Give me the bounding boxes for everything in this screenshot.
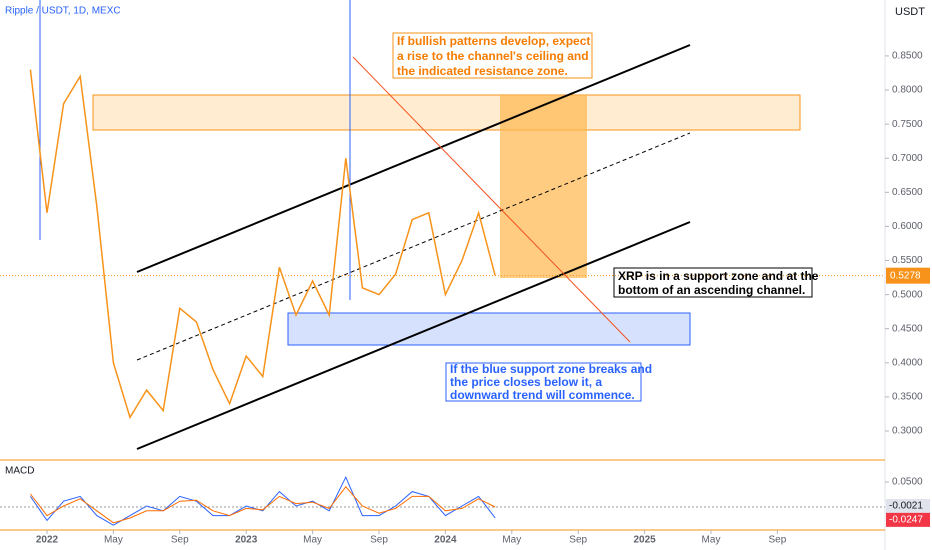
annotation-text: If bullish patterns develop, expect xyxy=(397,34,590,48)
macd-title: MACD xyxy=(5,466,34,477)
x-tick-label: May xyxy=(702,535,721,546)
annotation-box xyxy=(445,362,642,402)
y-tick-label: 0.3500 xyxy=(892,392,923,403)
x-tick-label: May xyxy=(104,535,123,546)
y-tick-label: 0.8000 xyxy=(892,85,923,96)
annotation-text: the indicated resistance zone. xyxy=(397,64,568,78)
annotation-text: the price closes below it, a xyxy=(450,375,602,389)
chart-title: Ripple / USDT, 1D, MEXC xyxy=(5,6,121,17)
y-tick-label: 0.7000 xyxy=(892,153,923,164)
x-tick-label: Sep xyxy=(569,535,587,546)
value-tag-label: -0.0247 xyxy=(889,514,923,525)
y-tick-label: 0.5500 xyxy=(892,255,923,266)
annotation-box xyxy=(392,32,593,79)
x-tick-label: May xyxy=(502,535,521,546)
x-tick-label: 2024 xyxy=(434,535,457,546)
resistance-zone xyxy=(92,94,801,131)
channel-mid xyxy=(136,132,691,361)
value-tag xyxy=(886,512,930,527)
x-tick-label: Sep xyxy=(370,535,388,546)
y-tick-label: 0.6500 xyxy=(892,187,923,198)
y-tick-label: 0.5000 xyxy=(892,289,923,300)
y-tick-label: 0.3000 xyxy=(892,426,923,437)
x-tick-label: Sep xyxy=(769,535,787,546)
annotation-text: XRP is in a support zone and at the xyxy=(618,269,819,283)
y-tick-label: 0.0500 xyxy=(892,477,923,488)
channel-bottom xyxy=(136,221,691,450)
last-price-tag xyxy=(886,267,930,284)
y-tick-label: 0.4000 xyxy=(892,357,923,368)
trend-line xyxy=(352,56,631,343)
annotation-text: bottom of an ascending channel. xyxy=(618,283,805,297)
price-line xyxy=(29,69,496,420)
value-tag xyxy=(886,499,930,514)
unit-label: USDT xyxy=(895,6,925,18)
last-price-label: 0.5278 xyxy=(890,270,921,281)
support-zone xyxy=(287,312,691,346)
x-tick-label: 2023 xyxy=(235,535,258,546)
channel-top xyxy=(136,44,691,273)
annotation-text: If the blue support zone breaks and xyxy=(450,362,652,376)
x-tick-label: Sep xyxy=(171,535,189,546)
annotation-box xyxy=(613,267,813,298)
y-tick-label: 0.7500 xyxy=(892,119,923,130)
y-tick-label: 0.8500 xyxy=(892,51,923,62)
price-line xyxy=(30,486,496,524)
value-tag-label: -0.0021 xyxy=(889,501,923,512)
y-tick-label: 0.4500 xyxy=(892,323,923,334)
annotation-text: a rise to the channel's ceiling and xyxy=(397,49,589,63)
annotation-text: downward trend will commence. xyxy=(450,388,635,402)
target-zone xyxy=(500,95,587,278)
x-tick-label: 2025 xyxy=(633,535,656,546)
y-tick-label: 0.6000 xyxy=(892,221,923,232)
x-tick-label: 2022 xyxy=(36,535,59,546)
price-line xyxy=(29,476,496,526)
x-tick-label: May xyxy=(303,535,322,546)
